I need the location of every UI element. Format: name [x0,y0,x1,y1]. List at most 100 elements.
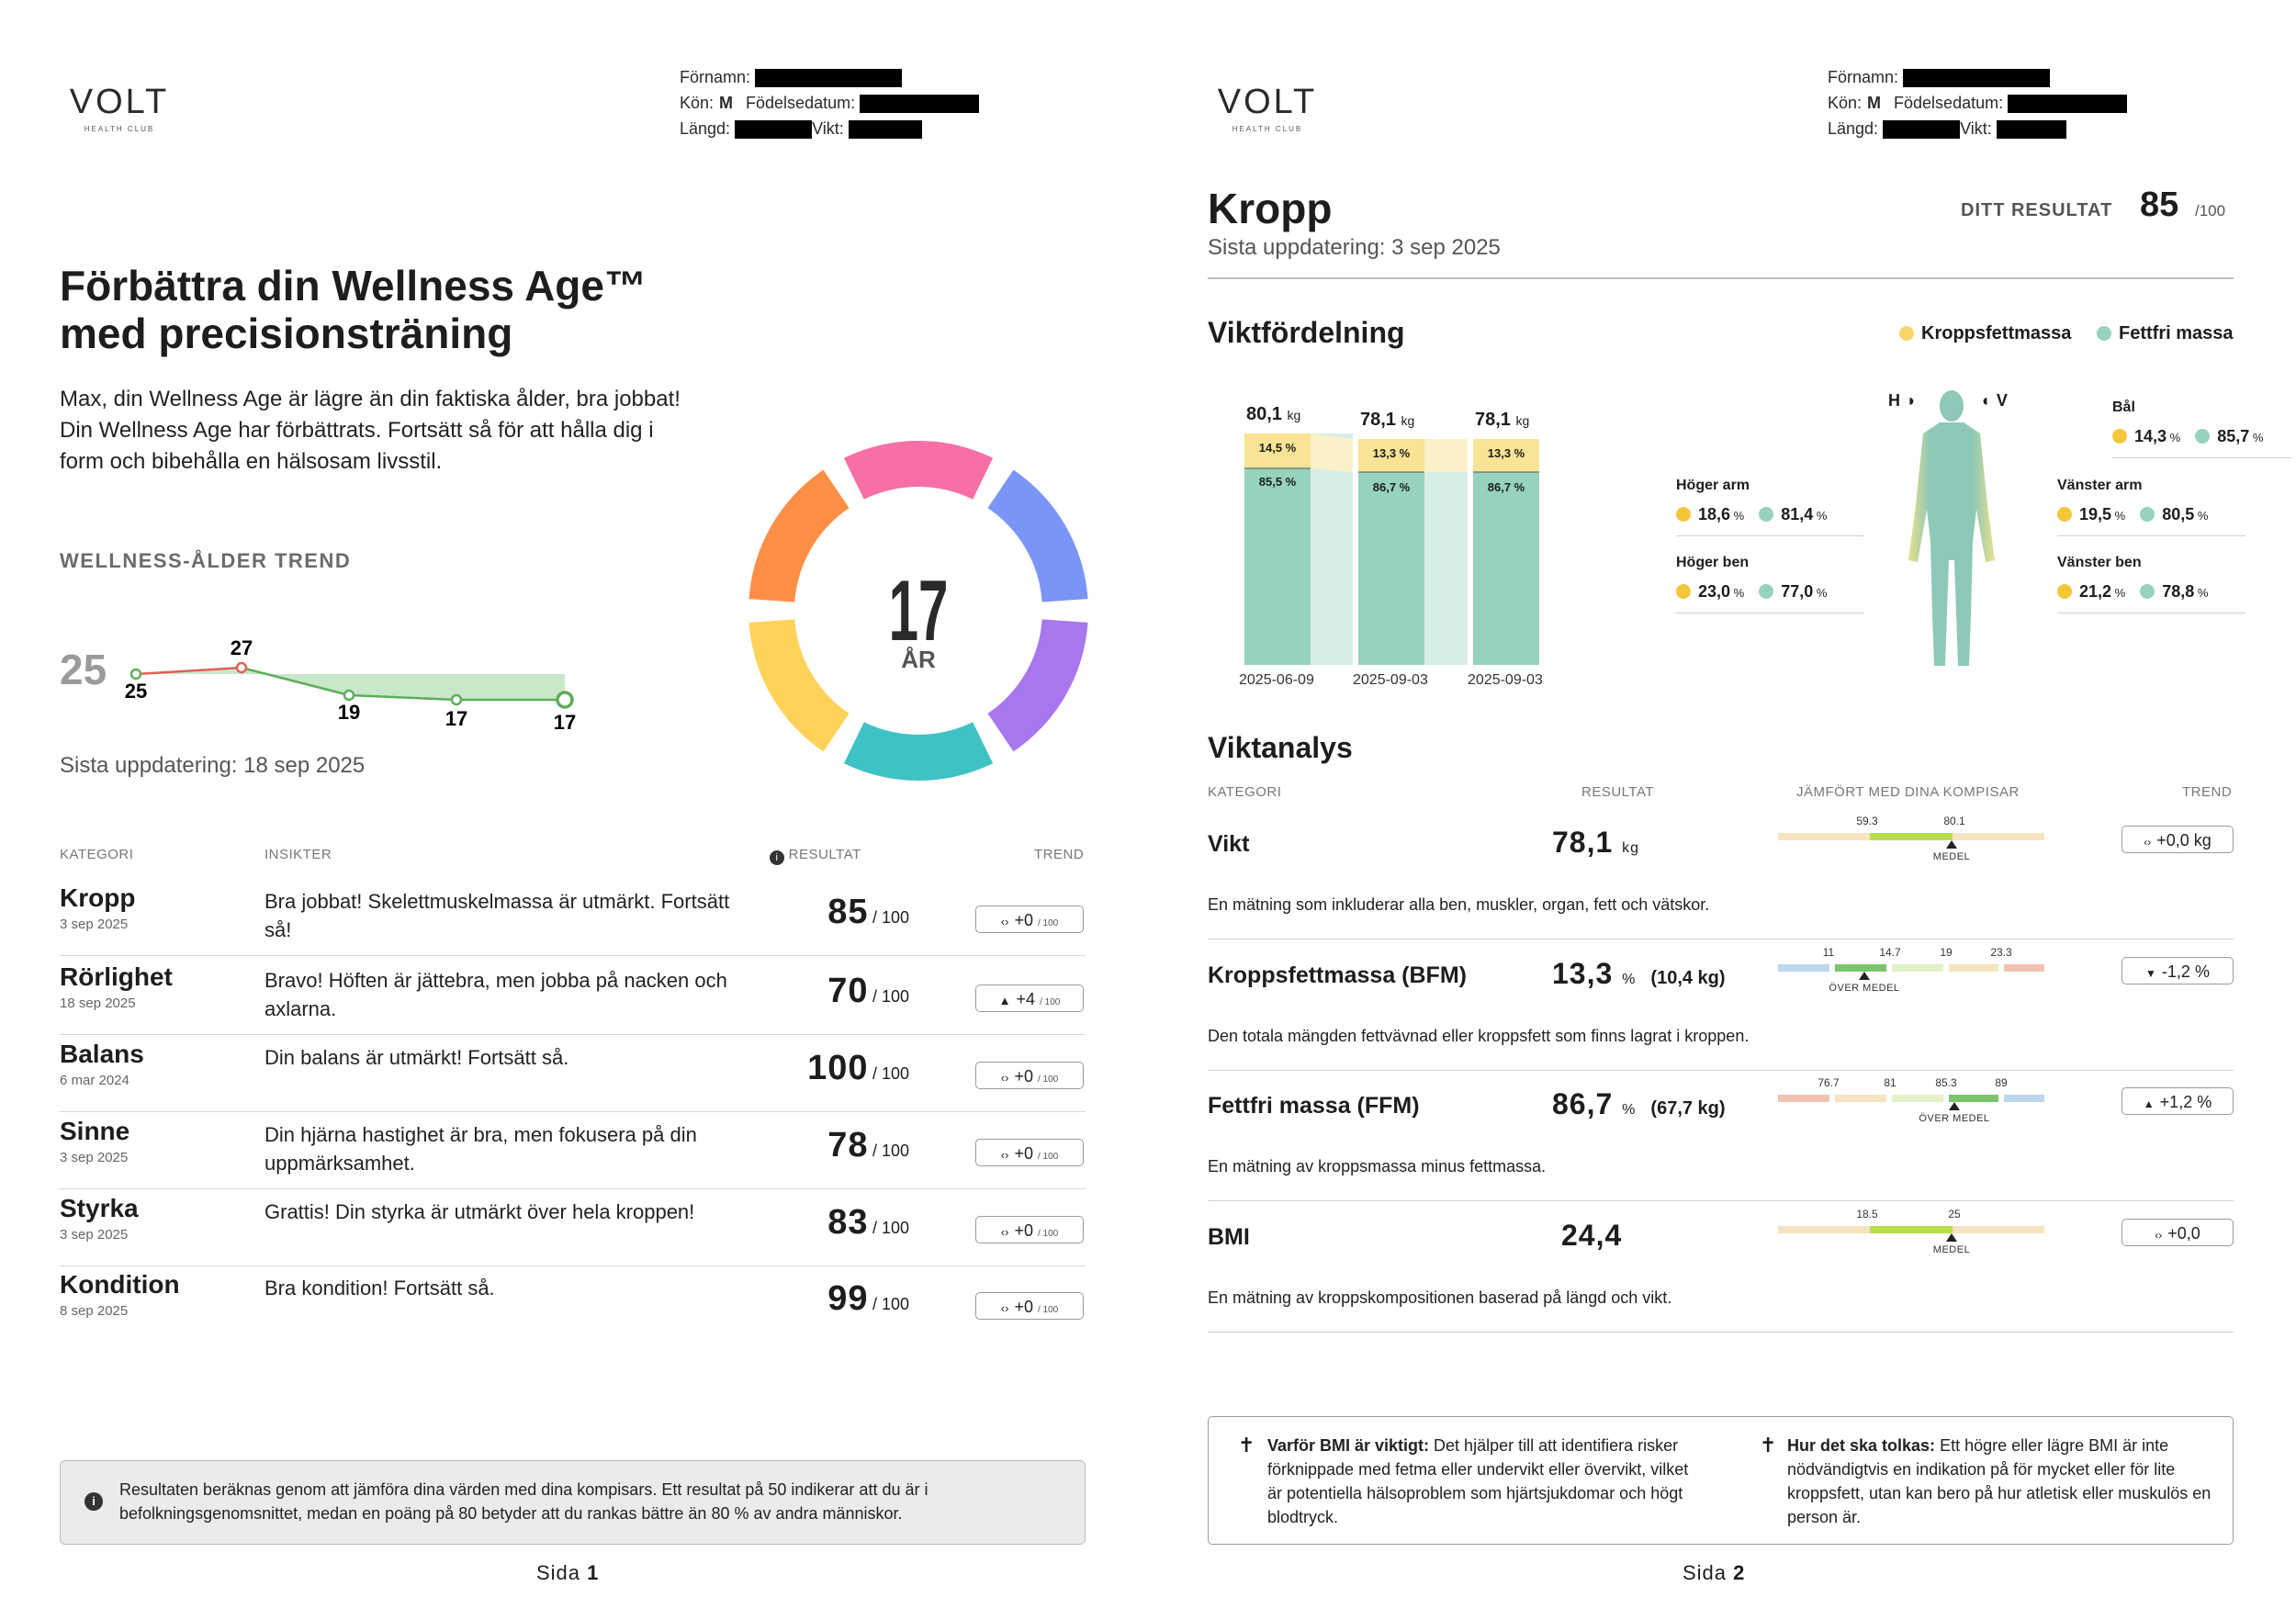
redacted-birthdate [2008,95,2128,114]
score-value: 100 [807,1049,869,1087]
th-result: i RESULTAT [770,847,861,865]
birthdate-label: Födelsedatum: [746,94,856,112]
insight-text: Din balans är utmärkt! Fortsätt så. [264,1046,569,1069]
score: 99 / 100 [762,1279,909,1319]
neutral-arrows-icon: ‹› [1000,915,1009,928]
segment-right-leg: Höger ben 23,0 % 77,0 % [1676,555,1864,613]
bar-lean-value: 86,7 [1372,480,1397,494]
segment-label: Vänster ben [2057,555,2142,570]
ring-segment [987,619,1088,752]
bmi-why-text: Det hjälper till att identifiera risker … [1267,1436,1689,1526]
segment-lean: 85,7 [2217,427,2250,445]
trend-value: +0 [1014,1221,1033,1240]
trend-value: +0 [1014,1144,1033,1163]
personal-info: Förnamn: Kön: M Födelsedatum: Längd: Vikt: [680,64,980,141]
result-label: DITT RESULTAT [1961,200,2113,220]
metric-name: Vikt [1208,831,1250,857]
bar-segment [1892,1095,1943,1102]
trend-pill: ▼ -1,2 % [2122,957,2234,984]
bar-connector-fat [1311,433,1353,472]
view-front-toggle[interactable]: H ◑ [1888,391,1915,411]
bmi-info-box: ✝ Varför BMI är viktigt: Det hjälper til… [1208,1416,2234,1545]
th-insights: INSIKTER [264,847,332,862]
view-h-label: H [1888,391,1900,410]
fat-dot [1676,507,1691,522]
insight-text: Grattis! Din styrka är utmärkt över hela… [264,1200,695,1223]
segment-values: 19,5 % 80,5 % [2057,505,2236,524]
metric-name: BMI [1208,1224,1250,1250]
category-name: Kondition [60,1270,180,1299]
redacted-height [735,120,813,140]
score: 85 / 100 [762,893,909,932]
volt-logo: VOLT HEALTH CLUB [1217,84,1318,133]
half-circle-icon: ◐ [1982,391,1992,410]
bar-fat [1473,439,1539,472]
bmi-how-title: Hur det ska tolkas: [1787,1436,1936,1455]
neutral-arrows-icon: ‹› [1000,1225,1009,1239]
view-v-label: V [1996,391,2008,410]
category-sinne: Sinne 3 sep 2025 [60,1117,129,1165]
segment-values: 18,6 % 81,4 % [1676,505,1855,524]
category-name: Sinne [60,1117,130,1145]
bar-total-unit: kg [1401,413,1415,428]
comparison-bar: 11 14.7 19 23.3 ÖVER MEDEL [1778,944,2054,999]
segment-fat: 18,6 [1698,505,1731,523]
trend-pill: ‹› +0,0 [2122,1219,2234,1246]
logo-sub-text: HEALTH CLUB [1232,125,1303,133]
trend-pill: ‹› +0 / 100 [975,1216,1084,1243]
info-icon[interactable]: i [770,850,784,865]
legend-fat-label: Kroppsfettmassa [1921,323,2072,343]
metric-description: En mätning av kroppsmassa minus fettmass… [1208,1157,1547,1176]
bar-segment [1778,1226,1870,1233]
score: 78 / 100 [762,1126,909,1165]
bar-segment [1953,1226,2044,1233]
bar-lean-label: 86,7 % [1487,480,1525,494]
bar-date: 2025-06-09 [1239,672,1314,688]
bar-tick: 81 [1884,1076,1896,1089]
bar-connector [1424,439,1468,665]
gender-label: Kön: [1828,94,1863,112]
trend-pill: ‹› +0 / 100 [975,1292,1084,1320]
logo-sub-text: HEALTH CLUB [84,125,155,133]
trend-axis-label: 25 [60,646,107,693]
body-silhouette [1908,422,1995,666]
score-of: / 100 [872,987,909,1006]
results-note: i Resultaten beräknas genom att jämföra … [60,1460,1086,1545]
bar-segment [1870,833,1953,840]
category-date: 3 sep 2025 [60,917,129,932]
percent-unit: % [2111,586,2126,600]
ring-segment [843,440,994,500]
trend-value: +0 [1014,1298,1033,1316]
trend-point-label: 17 [554,711,576,734]
trend-pill: ▲ +1,2 % [2122,1087,2234,1115]
trend-point-label: 27 [231,636,253,659]
trend-value: +0 [1014,1067,1033,1086]
neutral-arrows-icon: ‹› [2155,1229,2163,1242]
metric-extra: (10,4 kg) [1650,968,1726,988]
bar-connector-fat [1424,439,1468,472]
weight-label: Vikt: [1960,119,1992,138]
insight-text: Bra kondition! Fortsätt så. [264,1277,495,1299]
segment-fat: 19,5 [2079,505,2112,523]
view-back-toggle[interactable]: ◐ V [1982,391,2008,411]
trend-value: +4 [1016,990,1036,1008]
percent-unit: % [1813,509,1828,523]
metric-extra: (67,7 kg) [1650,1098,1726,1119]
bar-connector [1311,433,1353,665]
bar-total: 80,1 kg [1246,404,1300,425]
bar-fat [1244,433,1311,468]
bar-fat-value: 13,3 [1487,446,1512,460]
segment-lean: 80,5 [2162,505,2195,523]
bar-segment [1778,964,1829,972]
position-marker-icon [1946,1233,1957,1242]
row-divider [60,1034,1086,1035]
trend-of: / 100 [1037,1152,1059,1162]
metric-description: En mätning av kroppskompositionen basera… [1208,1288,1672,1307]
segment-lean: 77,0 [1781,582,1814,601]
percent-unit: % [2167,431,2181,444]
metric-divider [1208,1200,2234,1201]
metric-number: 78,1 [1552,826,1614,859]
bar-fat-value: 13,3 [1372,446,1397,460]
metric-divider [1208,1070,2234,1071]
bar-lean-label: 86,7 % [1372,480,1411,494]
